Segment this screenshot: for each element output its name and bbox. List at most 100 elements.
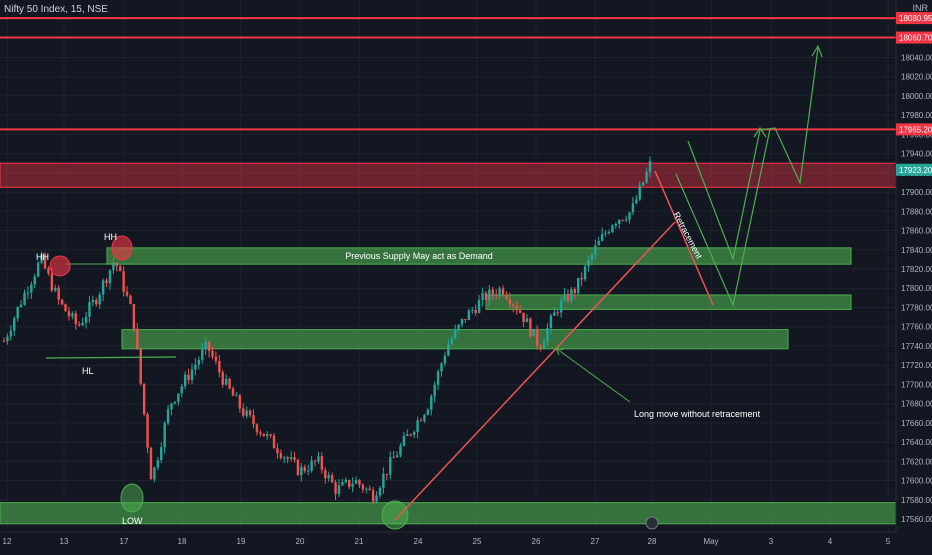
candle-body xyxy=(621,219,624,221)
candle-body xyxy=(303,466,306,472)
candle-body xyxy=(518,310,522,313)
candle-body xyxy=(71,313,74,317)
projection-path-1 xyxy=(687,47,819,262)
candle-body xyxy=(447,344,450,356)
candle-body xyxy=(566,294,570,302)
x-tick-label: 24 xyxy=(414,537,423,546)
candle-body xyxy=(197,359,201,365)
candle-body xyxy=(324,469,327,479)
candle-body xyxy=(450,338,453,345)
candle-body xyxy=(453,329,457,339)
candle-body xyxy=(177,393,180,402)
candle-body xyxy=(153,467,156,480)
x-tick-label: 5 xyxy=(886,537,891,546)
x-tick-label: 3 xyxy=(769,537,774,546)
y-tick-label: 17600.00 xyxy=(901,477,932,486)
y-tick-label: 18000.00 xyxy=(901,92,932,101)
candle-body xyxy=(464,318,467,320)
candle-body xyxy=(9,330,13,337)
candle-body xyxy=(279,453,283,459)
candle-body xyxy=(382,473,385,489)
candle-body xyxy=(317,456,320,462)
arrowhead-2 xyxy=(753,126,767,138)
candle-body xyxy=(546,327,549,342)
y-tick-label: 17940.00 xyxy=(901,150,932,159)
candle-body xyxy=(64,304,67,312)
y-tick-label: 17640.00 xyxy=(901,438,932,447)
candle-body xyxy=(351,483,354,487)
y-tick-label: 17800.00 xyxy=(901,284,932,293)
price-axis-bg xyxy=(896,0,932,550)
candle-body xyxy=(529,318,532,337)
candle-body xyxy=(163,423,166,448)
zone-red xyxy=(0,162,897,188)
candle-body xyxy=(101,280,105,295)
y-tick-label: 17620.00 xyxy=(901,457,932,466)
candle-body xyxy=(170,403,173,410)
x-tick-label: 21 xyxy=(355,537,364,546)
candle-body xyxy=(204,341,207,350)
candle-body xyxy=(289,457,293,459)
candle-body xyxy=(611,225,614,233)
candle-body xyxy=(146,414,149,448)
y-tick-label: 17580.00 xyxy=(901,496,932,505)
candle-body xyxy=(30,284,33,293)
candle-body xyxy=(228,378,231,389)
y-tick-label: 17980.00 xyxy=(901,111,932,120)
candle-body xyxy=(255,424,259,433)
candle-body xyxy=(98,294,101,305)
candle-body xyxy=(183,374,187,387)
candle-body xyxy=(50,273,54,291)
candle-body xyxy=(119,266,122,272)
low-marker xyxy=(120,483,144,513)
annotation-label: HL xyxy=(82,366,94,376)
candle-body xyxy=(645,171,648,183)
y-tick-label: 17720.00 xyxy=(901,361,932,370)
candle-body xyxy=(522,312,525,323)
candle-body xyxy=(631,203,635,213)
y-tick-label: 17700.00 xyxy=(901,380,932,389)
candle-body xyxy=(238,395,242,409)
time-axis-bg xyxy=(0,532,932,550)
candle-body xyxy=(19,304,23,307)
candle-body xyxy=(597,240,600,246)
x-tick-label: 4 xyxy=(828,537,833,546)
candle-body xyxy=(460,318,464,325)
y-tick-label: 18020.00 xyxy=(901,73,932,82)
candle-body xyxy=(242,408,245,416)
candle-body xyxy=(594,245,597,255)
candle-body xyxy=(553,312,556,316)
target-arrowhead xyxy=(811,44,823,58)
candle-body xyxy=(218,361,221,373)
candle-body xyxy=(508,299,512,305)
candle-body xyxy=(587,259,590,267)
candle-body xyxy=(402,436,406,446)
candle-body xyxy=(125,291,129,296)
hl-line xyxy=(45,356,177,359)
y-tick-label: 17660.00 xyxy=(901,419,932,428)
candle-body xyxy=(542,341,546,349)
candle-body xyxy=(628,212,631,220)
projection-path-2 xyxy=(675,128,771,307)
candle-body xyxy=(221,372,224,385)
candle-body xyxy=(433,384,436,397)
currency-label: INR xyxy=(912,3,929,13)
candle-body xyxy=(385,473,389,475)
candle-body xyxy=(166,409,170,424)
candle-body xyxy=(122,271,125,292)
lightning-icon xyxy=(645,516,659,530)
candle-body xyxy=(515,305,518,311)
candle-body xyxy=(378,488,382,496)
candle-body xyxy=(132,304,136,329)
y-tick-label: 17840.00 xyxy=(901,246,932,255)
candle-body xyxy=(156,460,160,468)
x-tick-label: 18 xyxy=(178,537,187,546)
candle-body xyxy=(245,410,248,416)
candle-body xyxy=(512,304,515,306)
y-tick-label: 17680.00 xyxy=(901,400,932,409)
current-price-tag xyxy=(896,163,932,176)
candle-body xyxy=(214,356,218,362)
candle-body xyxy=(16,306,19,319)
candle-body xyxy=(84,316,88,323)
